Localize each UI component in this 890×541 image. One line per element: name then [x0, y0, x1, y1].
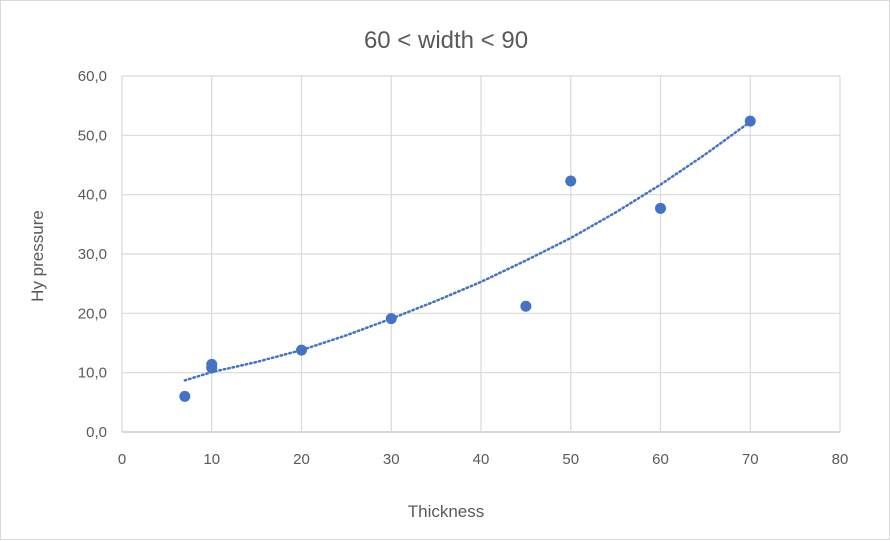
- y-tick-label: 60,0: [78, 68, 107, 85]
- y-tick-label: 40,0: [78, 187, 107, 204]
- y-tick-label: 10,0: [78, 365, 107, 382]
- x-tick-label: 40: [473, 451, 490, 468]
- gridlines: [121, 75, 841, 433]
- x-tick-label: 10: [203, 451, 220, 468]
- y-axis-title: Hy pressure: [28, 210, 47, 302]
- trendline-layer: [183, 120, 752, 382]
- chart-title: 60 < width < 90: [364, 27, 528, 54]
- x-tick-label: 70: [742, 451, 759, 468]
- data-point: [565, 175, 577, 187]
- x-tick-label: 30: [383, 451, 400, 468]
- y-axis-ticks: 0,0 10,0 20,0 30,0 40,0 50,0 60,0: [78, 68, 107, 441]
- x-tick-label: 50: [562, 451, 579, 468]
- data-point: [655, 202, 666, 214]
- x-axis-title: Thickness: [408, 502, 485, 521]
- y-tick-label: 50,0: [78, 127, 107, 144]
- data-point: [744, 115, 756, 127]
- x-tick-label: 0: [118, 451, 126, 468]
- y-tick-label: 20,0: [78, 305, 107, 322]
- data-point: [206, 362, 218, 374]
- trendline: [183, 120, 752, 382]
- x-axis-ticks: 0 10 20 30 40 50 60 70 80: [118, 451, 849, 468]
- data-points: [179, 115, 756, 402]
- x-tick-label: 20: [293, 451, 310, 468]
- y-tick-label: 30,0: [78, 246, 107, 263]
- y-tick-label: 0,0: [86, 424, 107, 441]
- data-point: [385, 313, 397, 325]
- x-tick-label: 60: [652, 451, 669, 468]
- x-tick-label: 80: [832, 451, 849, 468]
- data-point: [296, 344, 307, 356]
- data-point: [520, 300, 532, 312]
- data-point: [179, 390, 191, 402]
